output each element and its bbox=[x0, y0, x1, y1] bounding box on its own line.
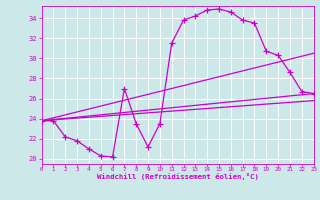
X-axis label: Windchill (Refroidissement éolien,°C): Windchill (Refroidissement éolien,°C) bbox=[97, 173, 259, 180]
